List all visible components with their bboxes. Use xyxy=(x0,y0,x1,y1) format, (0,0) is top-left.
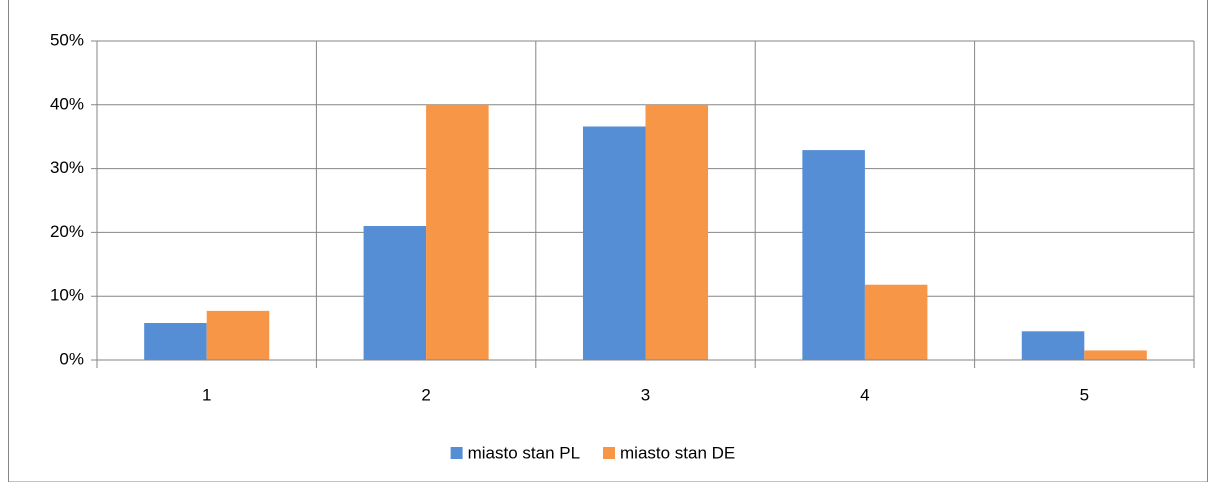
x-tick-label: 5 xyxy=(1080,385,1089,404)
bar xyxy=(363,226,427,360)
y-tick-label: 40% xyxy=(50,94,84,113)
y-tick-label: 0% xyxy=(59,349,84,368)
bar xyxy=(1084,350,1147,360)
bar xyxy=(864,284,928,360)
bar xyxy=(802,150,865,360)
x-tick-label: 2 xyxy=(421,385,430,404)
legend-label: miasto stan DE xyxy=(620,443,735,462)
y-tick-label: 30% xyxy=(50,158,84,177)
bar xyxy=(645,104,709,360)
bar xyxy=(1021,331,1085,360)
legend-label: miasto stan PL xyxy=(468,443,580,462)
legend-swatch xyxy=(603,447,615,459)
y-tick-label: 20% xyxy=(50,222,84,241)
x-tick-label: 3 xyxy=(641,385,650,404)
y-tick-label: 10% xyxy=(50,286,84,305)
bar xyxy=(144,322,207,360)
x-tick-label: 1 xyxy=(202,385,211,404)
x-tick-label: 4 xyxy=(860,385,869,404)
bar xyxy=(582,126,646,360)
bar xyxy=(206,310,270,360)
bar xyxy=(426,104,489,360)
legend-swatch xyxy=(450,447,463,459)
y-tick-label: 50% xyxy=(50,30,84,49)
